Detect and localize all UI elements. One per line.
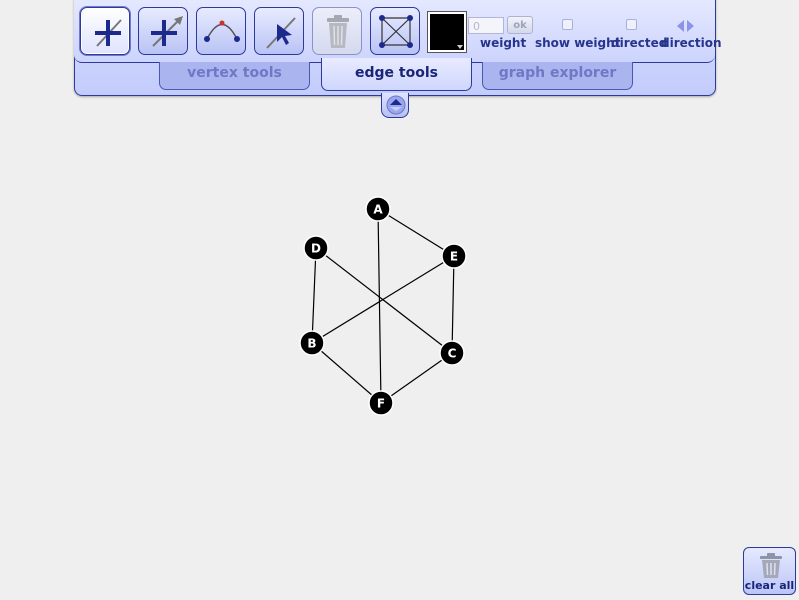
vertex-label: E	[450, 250, 458, 264]
delete-edge-tool[interactable]	[312, 7, 362, 55]
weight-input[interactable]: 0	[468, 17, 504, 34]
edge-D-C[interactable]	[315, 247, 453, 354]
vertex-F[interactable]: F	[368, 390, 394, 416]
edge-A-F[interactable]	[377, 208, 382, 404]
add-edge-tool[interactable]	[80, 7, 130, 55]
vertex-label: D	[311, 242, 321, 256]
vertex-B[interactable]: B	[299, 330, 325, 356]
add-edge-icon	[95, 19, 122, 47]
add-directed-edge-tool[interactable]	[138, 7, 188, 55]
chevron-up-icon	[386, 95, 406, 115]
directed-label: directed	[611, 36, 668, 50]
select-edge-cursor-icon	[266, 17, 296, 49]
clear-all-button[interactable]: clear all	[743, 547, 796, 595]
edge-B-F[interactable]	[311, 342, 382, 404]
tab-vertex-tools[interactable]: vertex tools	[159, 62, 310, 90]
edge-D-B[interactable]	[311, 247, 317, 344]
add-directed-edge-icon	[151, 16, 183, 47]
complete-graph-tool[interactable]	[370, 7, 420, 55]
curve-edge-icon	[204, 20, 240, 42]
chevron-down-icon	[457, 45, 463, 49]
select-edge-tool[interactable]	[254, 7, 304, 55]
directed-checkbox[interactable]	[626, 19, 637, 30]
show-weight-label: show weight	[535, 36, 621, 50]
vertex-A[interactable]: A	[365, 196, 391, 222]
vertex-label: B	[307, 337, 316, 351]
tab-graph-explorer[interactable]: graph explorer	[482, 62, 633, 90]
vertex-D[interactable]: D	[303, 235, 329, 261]
vertex-label: C	[448, 347, 457, 361]
vertex-label: F	[377, 397, 385, 411]
edge-toolbar	[74, 0, 715, 63]
vertex-label: A	[373, 203, 383, 217]
edge-E-B[interactable]	[311, 255, 455, 344]
trash-icon	[327, 15, 349, 48]
tab-edge-tools[interactable]: edge tools	[321, 58, 472, 91]
trash-icon	[760, 553, 782, 578]
weight-ok-button[interactable]: ok	[507, 16, 533, 34]
direction-label: direction	[661, 36, 722, 50]
vertex-E[interactable]: E	[441, 243, 467, 269]
edge-C-F[interactable]	[380, 352, 453, 404]
edge-E-C[interactable]	[451, 255, 455, 354]
weight-label: weight	[480, 36, 527, 50]
curve-edge-tool[interactable]	[196, 7, 246, 55]
show-weight-checkbox[interactable]	[562, 19, 573, 30]
edge-color-picker[interactable]	[428, 12, 466, 52]
direction-arrows-icon[interactable]	[677, 19, 695, 33]
complete-graph-icon	[379, 15, 413, 48]
edge-A-E[interactable]	[377, 208, 455, 257]
vertex-C[interactable]: C	[439, 340, 465, 366]
clear-all-label: clear all	[744, 579, 795, 592]
collapse-toolbar-button[interactable]	[381, 93, 409, 118]
